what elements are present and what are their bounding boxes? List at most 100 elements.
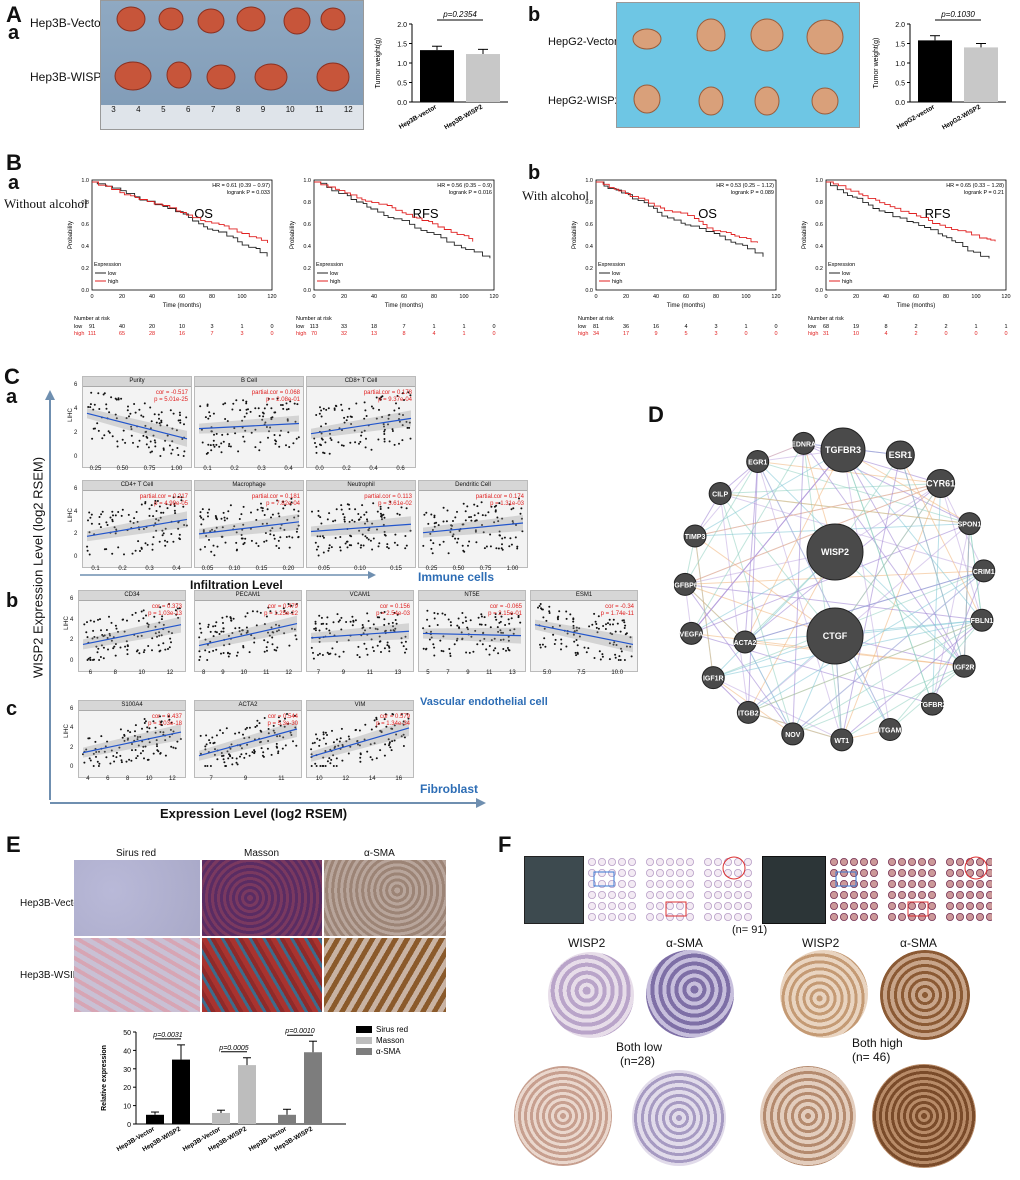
scatter-point (513, 628, 516, 631)
scatter-x-tick-label: 5 (426, 670, 430, 676)
scatter-point (358, 744, 361, 747)
scatter-point (395, 402, 397, 405)
scatter-point (119, 754, 122, 757)
n-total-label: (n= 91) (732, 924, 768, 936)
scatter-point (366, 520, 369, 523)
scatter-point (175, 613, 178, 616)
ruler-mark: 12 (343, 105, 353, 114)
y-tick-label: 1.0 (303, 178, 311, 184)
network-edge (691, 449, 844, 634)
scatter-point (88, 757, 91, 760)
tma-core-wisp2-high-1 (780, 950, 868, 1038)
scatter-point (157, 750, 160, 753)
scatter-point (391, 740, 394, 743)
scatter-point (164, 739, 167, 742)
scatter-point (314, 442, 316, 444)
tma-core (685, 913, 694, 922)
scatter-point (154, 632, 157, 635)
scatter-point (328, 547, 331, 550)
scatter-point (624, 633, 627, 636)
hepg2-vector-label: HepG2-Vector (548, 36, 618, 48)
scatter-y-tick-label: 0 (74, 454, 78, 460)
scatter-point (215, 734, 218, 737)
scatter-point (86, 621, 88, 624)
scatter-point (607, 622, 609, 625)
network-node-label: ESR1 (889, 450, 913, 460)
regression-line (86, 518, 188, 537)
scatter-x-tick-label: 0.15 (255, 566, 268, 572)
tma-core (860, 858, 869, 866)
risk-high-value: 3 (240, 331, 243, 337)
scatter-point (129, 731, 132, 734)
scatter-point (207, 626, 210, 628)
scatter-point (359, 516, 362, 519)
x-tick-label: 60 (179, 294, 185, 300)
scatter-point (226, 433, 229, 436)
scatter-point (235, 399, 238, 402)
scatter-point (297, 436, 300, 439)
y-tick-label: 0.8 (585, 200, 593, 206)
scatter-point (508, 622, 511, 625)
scatter-point (87, 519, 89, 522)
scatter-point (388, 646, 391, 649)
x-tick-label: 80 (713, 294, 719, 300)
scatter-point (160, 618, 163, 621)
scatter-point (140, 414, 143, 417)
scatter-point (143, 757, 145, 760)
scatter-point (369, 756, 372, 759)
scatter-point (468, 651, 471, 654)
network-edge (931, 570, 985, 705)
scatter-point (286, 713, 288, 715)
scatter-point (453, 643, 456, 646)
km-title: RFS (413, 206, 439, 221)
confidence-band (199, 513, 299, 539)
scatter-point (229, 445, 232, 448)
scatter-point (608, 642, 611, 645)
network-edge (842, 449, 965, 667)
tma-core (646, 868, 655, 877)
scatter-point (110, 621, 113, 624)
scatter-point (167, 715, 170, 718)
x-tick-label: HepG2-vector (896, 103, 937, 130)
scatter-point (162, 532, 165, 535)
scatter-point (500, 547, 503, 550)
scatter-point (143, 718, 146, 720)
scatter-point (221, 433, 224, 436)
scatter-point (364, 723, 367, 726)
scatter-point (282, 736, 285, 739)
scatter-point (276, 735, 279, 738)
network-node (746, 449, 770, 473)
scatter-point (164, 439, 167, 442)
scatter-point (461, 544, 464, 547)
scatter-panel: CD34 cor = 0.373 p = 1.03e-13 (78, 590, 186, 672)
histology-masson-vector (202, 860, 322, 936)
y-tick-label: 0.2 (303, 266, 311, 272)
tma-core (588, 858, 597, 866)
legend-low-label: low (330, 271, 338, 277)
tma-core (743, 902, 752, 911)
scatter-point (329, 762, 332, 765)
scatter-point (480, 613, 483, 616)
scatter-point (369, 743, 372, 746)
scatter-point (372, 502, 375, 505)
scatter-y-tick-label: 2 (70, 637, 74, 644)
scatter-point (396, 544, 399, 547)
scatter-point (422, 544, 425, 547)
scatter-point (259, 611, 262, 614)
scatter-panel: CD4+ T Cell partial.cor = 0.217 p = 4.99e-… (82, 480, 192, 568)
scatter-point (289, 400, 292, 403)
scatter-point (180, 496, 183, 499)
scatter-point (93, 620, 96, 623)
scatter-point (478, 623, 481, 626)
scatter-y-tick-label: 4 (74, 508, 78, 515)
scatter-point (245, 402, 248, 405)
scatter-point (171, 427, 174, 430)
scatter-point (214, 748, 216, 751)
scatter-point (385, 725, 388, 728)
scatter-point (261, 418, 264, 421)
scatter-point (248, 726, 251, 729)
scatter-point (159, 721, 162, 724)
scatter-point (342, 650, 345, 653)
scatter-point (388, 744, 390, 747)
scatter-point (320, 522, 323, 525)
